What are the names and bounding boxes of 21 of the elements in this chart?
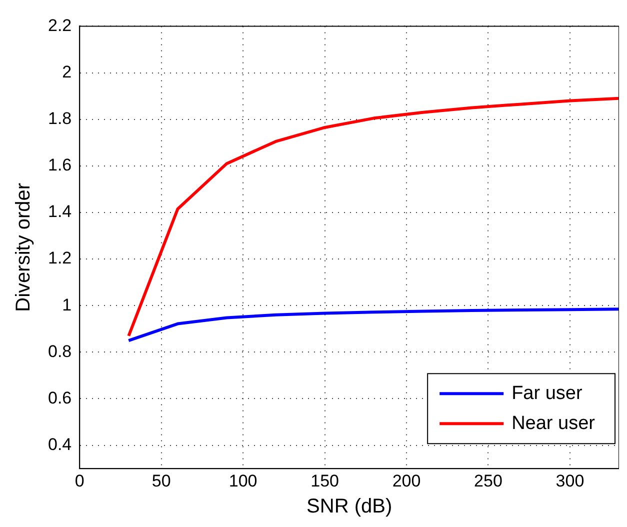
legend-label: Far user bbox=[512, 382, 583, 404]
y-axis-title: Diversity order bbox=[12, 182, 35, 312]
x-tick-label: 50 bbox=[152, 471, 171, 490]
y-tick-label: 1 bbox=[62, 295, 72, 314]
y-tick-label: 2.2 bbox=[48, 16, 72, 35]
legend-label: Near user bbox=[512, 412, 596, 434]
y-tick-label: 0.8 bbox=[48, 342, 72, 361]
y-tick-label: 1.2 bbox=[48, 248, 72, 268]
y-tick-label: 1.8 bbox=[48, 109, 72, 128]
y-tick-label: 0.6 bbox=[48, 388, 72, 408]
y-tick-label: 1.4 bbox=[48, 202, 72, 222]
x-tick-label: 250 bbox=[474, 471, 502, 490]
x-tick-label: 300 bbox=[556, 471, 584, 490]
x-tick-label: 150 bbox=[310, 471, 339, 490]
y-tick-label: 2 bbox=[62, 62, 72, 82]
x-tick-label: 200 bbox=[392, 471, 421, 490]
y-tick-label: 1.6 bbox=[48, 156, 72, 175]
x-tick-label: 100 bbox=[228, 471, 258, 490]
y-tick-label: 0.4 bbox=[48, 435, 72, 454]
x-axis-title: SNR (dB) bbox=[306, 496, 392, 518]
x-tick-label: 0 bbox=[74, 471, 84, 490]
